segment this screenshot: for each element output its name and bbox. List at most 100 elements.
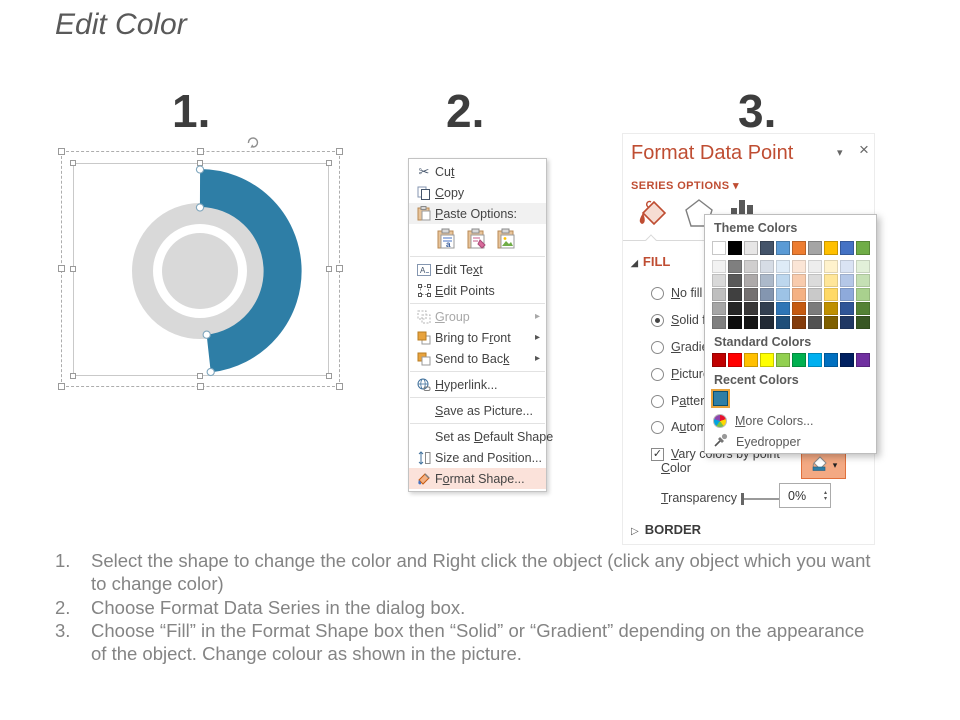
resize-handle[interactable] xyxy=(70,160,76,166)
plot-area-box[interactable] xyxy=(70,160,332,379)
resize-handle[interactable] xyxy=(58,383,65,390)
color-swatch[interactable] xyxy=(744,274,758,287)
pane-close-icon[interactable]: × xyxy=(859,140,869,159)
color-swatch[interactable] xyxy=(744,353,758,367)
recent-color-swatch-selected[interactable] xyxy=(711,389,730,408)
color-swatch[interactable] xyxy=(792,353,806,367)
resize-handle[interactable] xyxy=(196,383,204,390)
spin-up-icon[interactable]: ▴ xyxy=(823,489,827,496)
resize-handle[interactable] xyxy=(197,373,203,379)
menu-item-set-default-shape[interactable]: Set as Default Shape xyxy=(435,429,554,444)
color-swatch[interactable] xyxy=(712,316,726,329)
color-swatch[interactable] xyxy=(792,260,806,273)
color-swatch[interactable] xyxy=(808,316,822,329)
paste-formatting-icon[interactable] xyxy=(465,227,489,251)
color-swatch[interactable] xyxy=(776,302,790,315)
color-swatch[interactable] xyxy=(840,241,854,255)
menu-item-bring-to-front[interactable]: Bring to Front ▸ xyxy=(409,327,546,348)
color-swatch[interactable] xyxy=(808,288,822,301)
resize-handle[interactable] xyxy=(336,148,343,155)
color-swatch[interactable] xyxy=(808,274,822,287)
fill-line-tab-bucket-icon[interactable] xyxy=(635,196,669,236)
color-swatch[interactable] xyxy=(824,274,838,287)
radio-no-fill[interactable]: No fill xyxy=(651,286,702,300)
transparency-value-field[interactable]: 0% ▴ ▾ xyxy=(779,483,831,508)
color-swatch[interactable] xyxy=(824,288,838,301)
color-swatch[interactable] xyxy=(760,288,774,301)
color-swatch[interactable] xyxy=(744,302,758,315)
selected-arc-segment[interactable] xyxy=(199,169,302,373)
menu-item-copy[interactable]: Copy xyxy=(409,182,546,203)
resize-handle[interactable] xyxy=(70,265,76,272)
color-swatch[interactable] xyxy=(824,241,838,255)
color-swatch[interactable] xyxy=(856,260,870,273)
color-swatch[interactable] xyxy=(728,274,742,287)
resize-handle[interactable] xyxy=(58,148,65,155)
paste-picture-icon[interactable] xyxy=(495,227,519,251)
spin-down-icon[interactable]: ▾ xyxy=(823,495,827,502)
color-swatch[interactable] xyxy=(840,260,854,273)
color-swatch[interactable] xyxy=(744,260,758,273)
color-swatch[interactable] xyxy=(760,353,774,367)
color-swatch[interactable] xyxy=(840,302,854,315)
more-colors-item[interactable]: More Colors... xyxy=(713,411,814,431)
resize-handle[interactable] xyxy=(336,265,343,272)
color-swatch[interactable] xyxy=(808,260,822,273)
color-swatch[interactable] xyxy=(760,241,774,255)
color-swatch[interactable] xyxy=(712,288,726,301)
color-swatch[interactable] xyxy=(856,288,870,301)
donut-chart[interactable] xyxy=(62,152,341,388)
color-swatch[interactable] xyxy=(744,288,758,301)
slider-handle[interactable] xyxy=(741,493,744,505)
color-swatch[interactable] xyxy=(712,274,726,287)
color-swatch[interactable] xyxy=(712,241,726,255)
donut-center-disc[interactable] xyxy=(162,233,238,309)
color-swatch[interactable] xyxy=(840,353,854,367)
fill-section-header[interactable]: ◢ FILL xyxy=(631,254,671,269)
color-swatch[interactable] xyxy=(840,288,854,301)
transparency-slider[interactable] xyxy=(741,493,779,505)
color-swatch[interactable] xyxy=(808,302,822,315)
color-swatch[interactable] xyxy=(792,274,806,287)
resize-handle[interactable] xyxy=(336,383,343,390)
color-swatch[interactable] xyxy=(824,353,838,367)
color-swatch[interactable] xyxy=(776,316,790,329)
arc-selection-handles[interactable] xyxy=(195,165,215,377)
menu-item-group[interactable]: Group ▸ xyxy=(409,306,546,327)
resize-handle[interactable] xyxy=(196,148,204,155)
color-swatch[interactable] xyxy=(824,316,838,329)
color-swatch[interactable] xyxy=(760,316,774,329)
rotate-handle-icon[interactable] xyxy=(245,134,260,154)
color-swatch[interactable] xyxy=(760,260,774,273)
resize-handle[interactable] xyxy=(70,373,76,379)
color-swatch[interactable] xyxy=(728,241,742,255)
color-swatch[interactable] xyxy=(808,353,822,367)
pane-options-caret-icon[interactable]: ▾ xyxy=(837,147,843,159)
color-swatch[interactable] xyxy=(792,302,806,315)
border-section-header[interactable]: ▷ BORDER xyxy=(631,522,702,537)
color-swatch[interactable] xyxy=(776,288,790,301)
color-swatch[interactable] xyxy=(840,316,854,329)
color-swatch[interactable] xyxy=(840,274,854,287)
color-swatch[interactable] xyxy=(712,353,726,367)
color-swatch[interactable] xyxy=(712,260,726,273)
menu-item-paste-options[interactable]: Paste Options: xyxy=(409,203,546,224)
color-swatch[interactable] xyxy=(728,288,742,301)
color-swatch[interactable] xyxy=(856,302,870,315)
color-swatch[interactable] xyxy=(712,302,726,315)
menu-item-send-to-back[interactable]: Send to Back ▸ xyxy=(409,348,546,369)
resize-handle[interactable] xyxy=(326,373,332,379)
color-swatch[interactable] xyxy=(856,316,870,329)
color-swatch[interactable] xyxy=(776,274,790,287)
spinner[interactable]: ▴ ▾ xyxy=(824,484,827,507)
fill-color-button[interactable]: ▾ xyxy=(801,452,846,479)
color-swatch[interactable] xyxy=(792,288,806,301)
resize-handle[interactable] xyxy=(326,160,332,166)
chart-selection-box[interactable] xyxy=(58,137,343,390)
menu-item-edit-text[interactable]: A Edit Text xyxy=(409,259,546,280)
color-swatch[interactable] xyxy=(824,260,838,273)
color-swatch[interactable] xyxy=(776,260,790,273)
menu-item-edit-points[interactable]: Edit Points xyxy=(409,280,546,301)
resize-handle[interactable] xyxy=(326,265,332,272)
color-swatch[interactable] xyxy=(856,241,870,255)
